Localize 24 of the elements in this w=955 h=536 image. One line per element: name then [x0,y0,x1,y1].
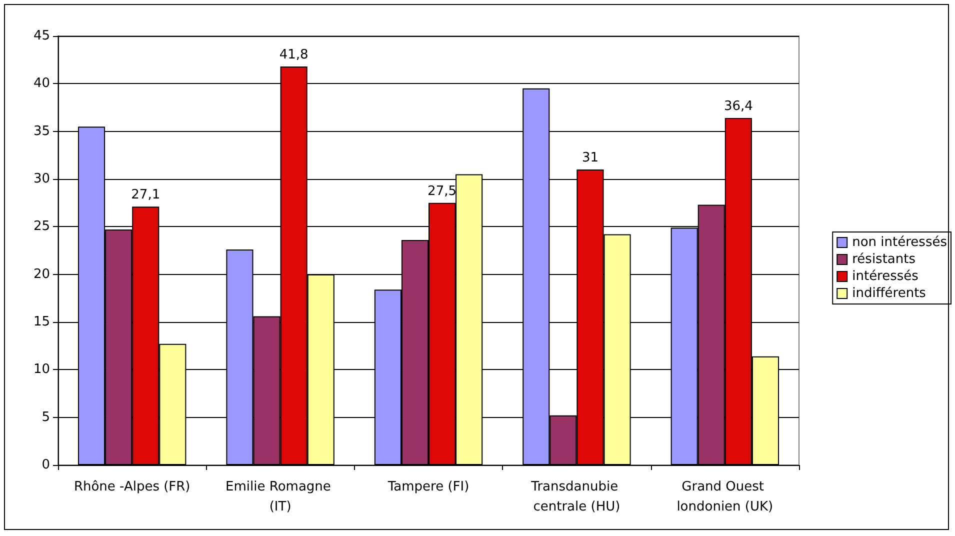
data-label: 41,8 [279,48,308,63]
y-tick-label: 5 [42,410,50,425]
x-tick-label: Transdanubie centrale (HU) [530,480,622,514]
x-tick-label: Emilie Romagne (IT) [226,480,336,514]
data-label: 31 [582,150,598,166]
y-tick-label: 45 [33,28,50,44]
legend-label: résistants [852,252,916,267]
data-label: 36,4 [724,98,753,114]
y-tick-label: 25 [33,219,50,234]
legend-label: non intéressés [852,235,948,250]
x-tick-label: Grand Ouest londonien (UK) [676,480,774,514]
y-tick-label: 40 [33,76,50,92]
y-tick-label: 20 [33,266,50,282]
legend-label: intéressés [852,269,919,284]
x-tick-label: Tampere (FI) [386,480,470,494]
y-tick-label: 30 [33,172,50,186]
y-tick-label: 0 [42,458,50,472]
data-label: 27,5 [428,184,456,199]
y-tick-label: 15 [33,314,50,330]
y-tick-label: 35 [33,124,50,139]
legend-label: indifférents [852,286,926,301]
y-tick-label: 10 [33,362,50,378]
data-label: 27,1 [131,188,160,203]
x-tick-label: Rhône -Alpes (FR) [74,480,190,494]
